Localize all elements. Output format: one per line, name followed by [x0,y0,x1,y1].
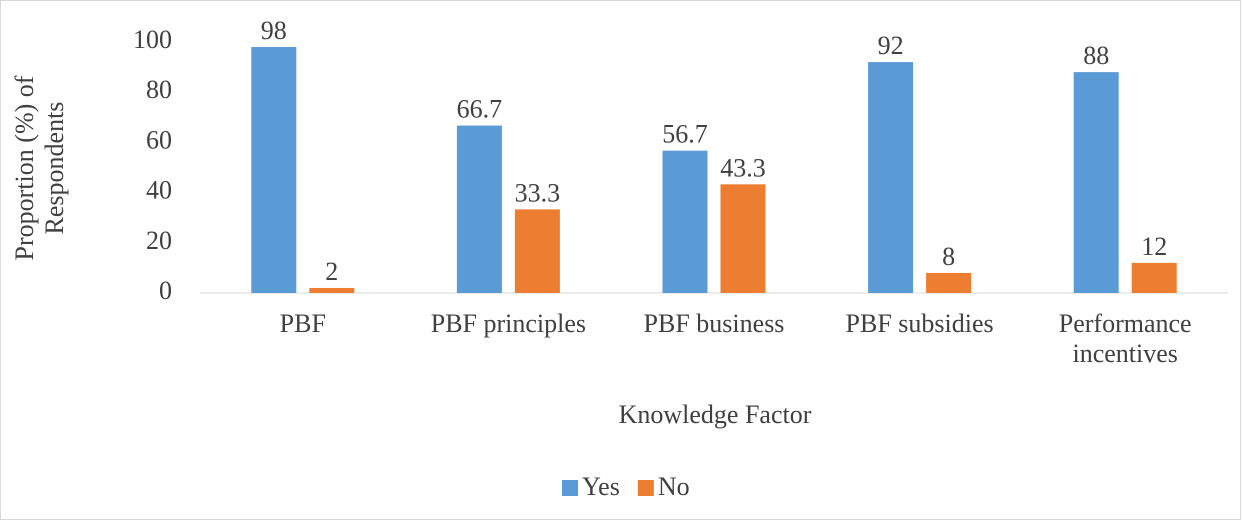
y-tick-label: 20 [146,226,172,255]
legend-label: No [658,472,690,501]
bar [662,150,708,293]
x-tick-label: Performance incentives [1058,309,1192,368]
y-tick-label: 100 [133,25,172,54]
legend-swatch [637,480,654,496]
data-label: 56.7 [662,120,708,149]
data-label: 12 [1141,232,1167,261]
bar [1131,262,1177,293]
bar [868,62,914,293]
data-label: 33.3 [515,178,561,207]
bar [251,47,297,293]
data-label: 8 [942,242,955,271]
bar [309,287,355,293]
data-label: 2 [325,257,338,286]
x-tick-label: PBF principles [430,309,587,338]
legend-swatch [562,480,578,496]
y-tick-label: 80 [146,75,172,104]
y-tick-label: 0 [159,276,172,305]
bar [1073,72,1119,294]
bar [926,272,972,293]
bar [514,209,560,293]
bar [456,125,502,293]
data-label: 98 [261,16,287,45]
data-label: 66.7 [457,95,503,124]
y-axis-title: Proportion (%) of Respondents [10,75,69,261]
x-tick-label: PBF subsidies [845,309,994,338]
y-tick-label: 40 [146,176,172,205]
bar [720,184,766,293]
x-axis-title: Knowledge Factor [618,400,812,429]
legend-label: Yes [582,472,620,501]
data-label: 88 [1083,41,1109,70]
data-label: 92 [878,31,904,60]
data-label: 43.3 [720,153,766,182]
y-tick-label: 60 [146,125,172,154]
x-tick-label: PBF [279,309,326,338]
x-tick-label: PBF business [643,309,785,338]
